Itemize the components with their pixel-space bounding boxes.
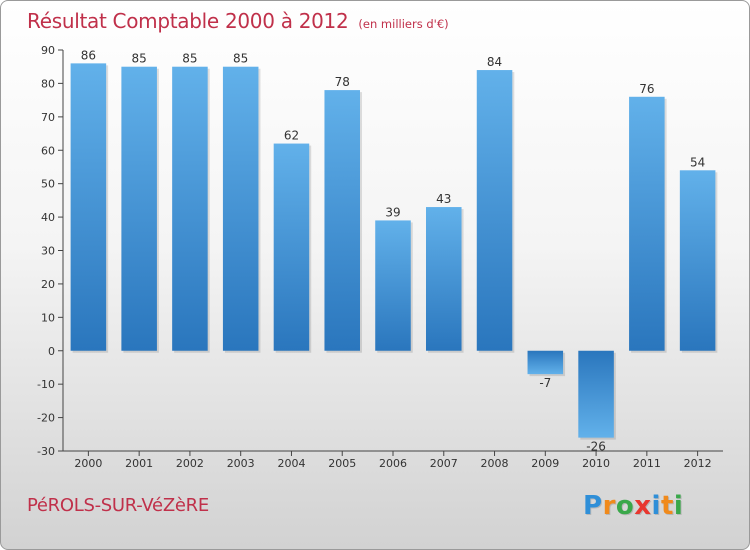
chart-title: Résultat Comptable 2000 à 2012 <box>27 9 349 33</box>
x-tick-label: 2012 <box>684 457 712 470</box>
bar-2002 <box>172 66 208 351</box>
commune-name: PéROLS-SUR-VéZèRE <box>27 495 209 516</box>
bar-2008 <box>476 70 513 351</box>
data-label-2009: -7 <box>539 376 551 390</box>
x-tick-label: 2003 <box>227 457 255 470</box>
data-label-2002: 85 <box>182 52 197 66</box>
data-label-2005: 78 <box>335 75 350 89</box>
y-tick-label: -30 <box>37 445 55 458</box>
y-tick-label: 0 <box>48 345 55 358</box>
x-tick-label: 2006 <box>379 457 407 470</box>
x-tick-label: 2011 <box>633 457 661 470</box>
x-tick-label: 2002 <box>176 457 204 470</box>
chart-data-labels: 86 85 85 85 62 78 39 43 84 -7 -26 76 54 <box>81 48 706 453</box>
logo-letter: x <box>634 491 652 521</box>
logo-letter: r <box>602 491 616 521</box>
x-tick-label: 2008 <box>481 457 509 470</box>
y-tick-label: -10 <box>37 378 55 391</box>
bar-2006 <box>375 220 411 351</box>
data-label-2001: 85 <box>132 52 147 66</box>
bar-2000 <box>70 63 107 351</box>
data-label-2003: 85 <box>233 52 248 66</box>
x-tick-label: 2010 <box>582 457 610 470</box>
chart-subtitle: (en milliers d'€) <box>358 17 449 31</box>
data-label-2012: 54 <box>690 155 705 169</box>
y-tick-label: 40 <box>41 211 55 224</box>
logo-letter: P <box>583 491 603 521</box>
chart-bars <box>70 63 718 440</box>
bar-2001 <box>121 66 157 351</box>
y-tick-label: 20 <box>41 278 55 291</box>
proxiti-logo: Proxiti <box>583 491 683 521</box>
x-tick-label: 2001 <box>125 457 153 470</box>
data-label-2010: -26 <box>586 440 606 454</box>
logo-letter: i <box>673 491 684 521</box>
data-label-2011: 76 <box>639 82 654 96</box>
chart-header: Résultat Comptable 2000 à 2012 (en millie… <box>27 9 449 33</box>
bar-2010 <box>578 350 614 438</box>
bar-2005 <box>324 90 360 351</box>
bar-2011 <box>629 96 665 351</box>
bar-2004 <box>273 143 310 351</box>
y-tick-label: 30 <box>41 245 55 258</box>
data-label-2000: 86 <box>81 48 96 62</box>
bar-2012 <box>679 170 716 351</box>
x-tick-label: 2000 <box>74 457 102 470</box>
y-tick-label: 50 <box>41 178 55 191</box>
y-tick-label: -20 <box>37 412 55 425</box>
bar-2003 <box>222 66 259 351</box>
bar-2009 <box>527 350 564 375</box>
x-tick-label: 2004 <box>277 457 305 470</box>
x-tick-label: 2007 <box>430 457 458 470</box>
y-tick-label: 60 <box>41 144 55 157</box>
data-label-2006: 39 <box>385 205 400 219</box>
data-label-2007: 43 <box>436 192 451 206</box>
x-tick-label: 2005 <box>328 457 356 470</box>
data-label-2004: 62 <box>284 129 299 143</box>
y-tick-label: 70 <box>41 111 55 124</box>
x-tick-label: 2009 <box>531 457 559 470</box>
y-tick-label: 90 <box>41 44 55 57</box>
logo-letter: t <box>660 491 674 521</box>
y-tick-label: 10 <box>41 311 55 324</box>
logo-letter: o <box>615 491 635 521</box>
bar-2007 <box>426 207 462 351</box>
logo-letter: i <box>651 491 661 521</box>
y-tick-label: 80 <box>41 77 55 90</box>
data-label-2008: 84 <box>487 55 502 69</box>
